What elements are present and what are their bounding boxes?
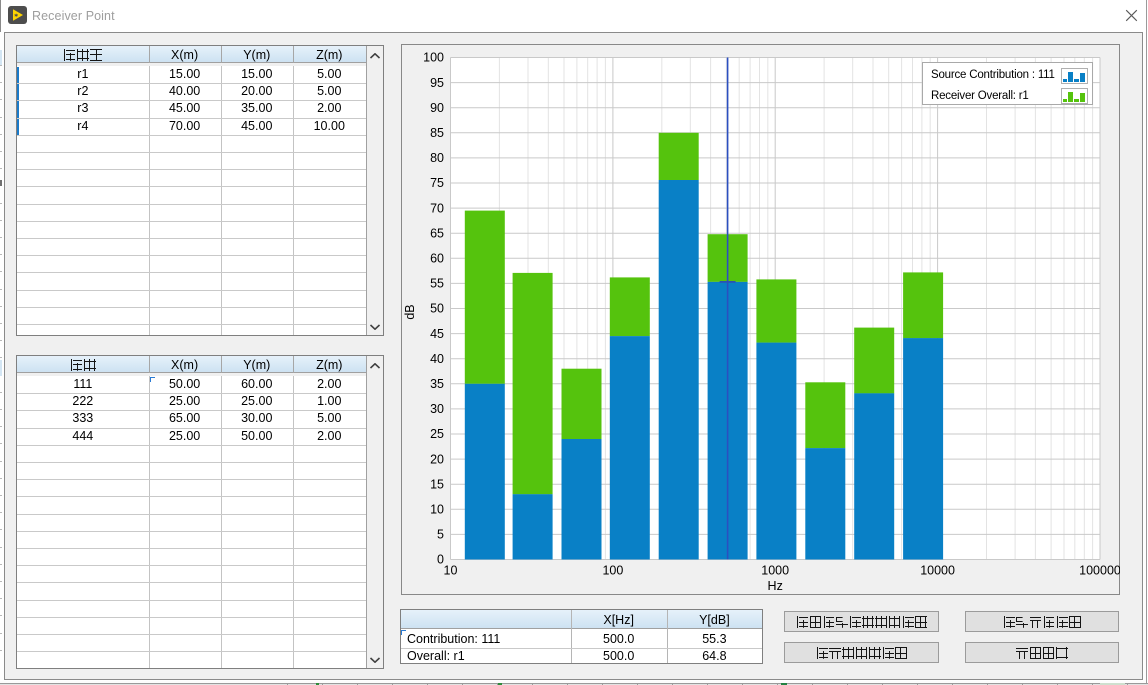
- svg-text:30: 30: [430, 402, 444, 416]
- svg-text:75: 75: [430, 176, 444, 190]
- svg-text:45: 45: [430, 327, 444, 341]
- svg-text:95: 95: [430, 76, 444, 90]
- svg-text:55: 55: [430, 277, 444, 291]
- svg-text:70: 70: [430, 201, 444, 215]
- svg-text:10: 10: [444, 564, 458, 578]
- svg-text:100: 100: [423, 51, 444, 65]
- svg-text:25: 25: [430, 427, 444, 441]
- svg-text:Hz: Hz: [768, 579, 783, 593]
- svg-text:100: 100: [602, 564, 623, 578]
- svg-text:1000: 1000: [761, 564, 789, 578]
- svg-text:10: 10: [430, 503, 444, 517]
- svg-text:10000: 10000: [920, 564, 955, 578]
- svg-text:35: 35: [430, 377, 444, 391]
- svg-text:0: 0: [437, 553, 444, 567]
- svg-text:dB: dB: [403, 304, 417, 319]
- svg-text:65: 65: [430, 226, 444, 240]
- svg-text:85: 85: [430, 126, 444, 140]
- svg-text:5: 5: [437, 528, 444, 542]
- svg-text:100000: 100000: [1079, 564, 1120, 578]
- svg-text:60: 60: [430, 252, 444, 266]
- svg-text:15: 15: [430, 477, 444, 491]
- svg-text:50: 50: [430, 302, 444, 316]
- svg-text:40: 40: [430, 352, 444, 366]
- svg-text:90: 90: [430, 101, 444, 115]
- svg-text:20: 20: [430, 452, 444, 466]
- svg-text:80: 80: [430, 151, 444, 165]
